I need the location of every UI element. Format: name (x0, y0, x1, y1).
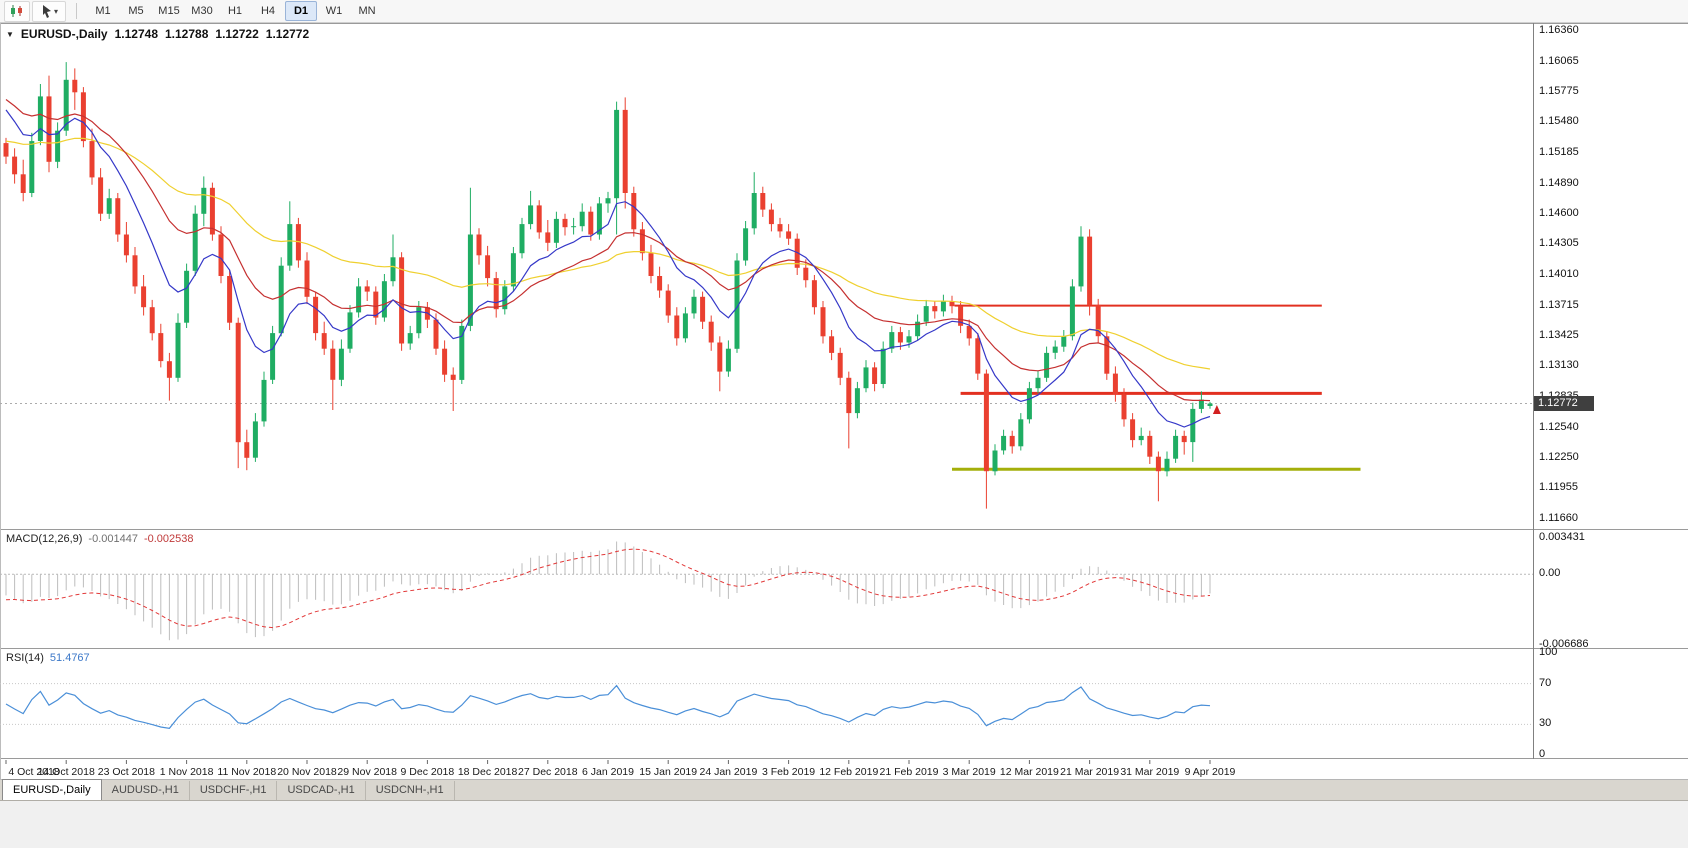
date-label: 23 Oct 2018 (98, 766, 155, 778)
top-toolbar: ▾ M1 M5 M15 M30 H1 H4 D1 W1 MN (0, 0, 1688, 23)
macd-header: MACD(12,26,9) -0.001447 -0.002538 (6, 533, 194, 545)
timeframe-button-m5[interactable]: M5 (128, 5, 144, 17)
timeframe-button-h4[interactable]: H4 (260, 5, 276, 17)
rsi-chart-surface[interactable] (0, 650, 1533, 758)
triangle-down-icon: ▼ (6, 29, 14, 39)
date-label: 3 Feb 2019 (762, 766, 815, 778)
chart-type-button[interactable] (4, 0, 30, 22)
price-axis-label: 1.16065 (1539, 55, 1579, 67)
timeframe-button-m30[interactable]: M30 (191, 5, 213, 17)
date-label: 21 Mar 2019 (1060, 766, 1119, 778)
date-label: 20 Nov 2018 (277, 766, 337, 778)
date-label: 15 Jan 2019 (639, 766, 697, 778)
macd-signal-value: -0.002538 (143, 533, 194, 545)
cursor-icon (42, 5, 51, 18)
timeframe-button-w1[interactable]: W1 (325, 5, 343, 17)
date-label: 3 Mar 2019 (943, 766, 996, 778)
macd-axis-label: -0.006686 (1539, 638, 1589, 650)
chart-symbol-label: EURUSD-,Daily (20, 27, 108, 41)
ohlc-low: 1.12722 (215, 27, 259, 41)
timeframe-button-group: M1 M5 M15 M30 H1 H4 D1 W1 MN (87, 1, 383, 21)
chart-tab-usdcnh-h1[interactable]: USDCNH-,H1 (366, 781, 455, 800)
candlestick-chart-icon (11, 5, 22, 17)
price-axis-label: 1.15480 (1539, 115, 1579, 127)
rsi-axis-label: 30 (1539, 717, 1552, 729)
macd-main-value: -0.001447 (88, 533, 138, 545)
macd-histogram (5, 541, 1211, 641)
candles (3, 62, 1213, 509)
toolbar-separator (76, 3, 77, 19)
chart-tab-bar: EURUSD-,Daily AUDUSD-,H1 USDCHF-,H1 USDCAD-… (0, 779, 1688, 801)
price-axis-label: 1.14010 (1539, 268, 1579, 280)
chart-left-border (0, 23, 1, 780)
price-axis-label: 1.14600 (1539, 207, 1579, 219)
price-axis-label: 1.13715 (1539, 299, 1579, 311)
price-axis-label: 1.13130 (1539, 359, 1579, 371)
price-axis-label: 1.16360 (1539, 24, 1579, 36)
date-label: 21 Feb 2019 (880, 766, 939, 778)
main-chart-surface[interactable] (0, 24, 1533, 529)
ma-fast-blue (5, 109, 1211, 428)
timeframe-button-m15[interactable]: M15 (158, 5, 180, 17)
chart-tab-usdcad-h1[interactable]: USDCAD-,H1 (277, 781, 366, 800)
date-label: 29 Nov 2018 (337, 766, 397, 778)
price-axis-label: 1.13425 (1539, 329, 1579, 341)
ma-slow-yellow (5, 137, 1211, 370)
rsi-line (5, 684, 1211, 729)
cursor-tool-button[interactable]: ▾ (32, 0, 66, 22)
date-label: 12 Feb 2019 (819, 766, 878, 778)
timeframe-button-h1[interactable]: H1 (227, 5, 243, 17)
date-label: 1 Nov 2018 (160, 766, 214, 778)
current-price-tag: 1.12772 (1534, 396, 1594, 411)
date-axis[interactable] (0, 759, 1688, 780)
timeframe-button-mn[interactable]: MN (358, 5, 376, 17)
ohlc-high: 1.12788 (165, 27, 209, 41)
date-label: 24 Jan 2019 (699, 766, 757, 778)
macd-chart-surface[interactable] (0, 531, 1533, 648)
chart-header: ▼ EURUSD-,Daily 1.12748 1.12788 1.12722 … (6, 27, 309, 41)
date-label: 9 Apr 2019 (1185, 766, 1236, 778)
date-label: 11 Nov 2018 (217, 766, 276, 778)
date-label: 27 Dec 2018 (518, 766, 578, 778)
date-label: 31 Mar 2019 (1120, 766, 1179, 778)
price-axis-label: 1.11660 (1539, 512, 1578, 524)
macd-axis-label: 0.00 (1539, 567, 1561, 579)
date-label: 4 Oct 2018 (8, 766, 60, 778)
price-axis-label: 1.15775 (1539, 85, 1579, 97)
rsi-title: RSI(14) (6, 652, 44, 664)
chart-tab-audusd-h1[interactable]: AUDUSD-,H1 (102, 781, 190, 800)
rsi-axis-label: 70 (1539, 677, 1552, 689)
date-label: 12 Mar 2019 (1000, 766, 1059, 778)
status-strip (0, 801, 1688, 848)
price-axis-label: 1.14305 (1539, 237, 1579, 249)
chart-tab-usdchf-h1[interactable]: USDCHF-,H1 (190, 781, 278, 800)
price-axis-label: 1.11955 (1539, 481, 1578, 493)
rsi-header: RSI(14) 51.4767 (6, 652, 90, 664)
timeframe-button-d1[interactable]: D1 (285, 1, 317, 21)
buy-arrow-marker (1212, 405, 1221, 415)
price-axis-column[interactable] (1533, 23, 1688, 759)
ohlc-close: 1.12772 (265, 27, 310, 41)
rsi-value: 51.4767 (49, 652, 90, 664)
dropdown-caret-icon: ▾ (53, 6, 58, 16)
macd-title: MACD(12,26,9) (6, 533, 83, 545)
price-axis-label: 1.14890 (1539, 177, 1579, 189)
ma-mid-red (5, 99, 1211, 402)
macd-axis-label: 0.003431 (1539, 531, 1585, 543)
price-axis-label: 1.12250 (1539, 451, 1579, 463)
chart-tab-eurusd-daily[interactable]: EURUSD-,Daily (2, 779, 102, 800)
ohlc-open: 1.12748 (114, 27, 158, 41)
date-label: 9 Dec 2018 (401, 766, 455, 778)
price-axis-label: 1.12540 (1539, 421, 1579, 433)
timeframe-button-m1[interactable]: M1 (95, 5, 111, 17)
date-label: 18 Dec 2018 (458, 766, 518, 778)
rsi-indicator-panel[interactable] (0, 649, 1688, 759)
price-axis-label: 1.15185 (1539, 146, 1579, 158)
date-label: 14 Oct 2018 (38, 766, 95, 778)
rsi-axis-label: 100 (1539, 646, 1558, 658)
date-label: 6 Jan 2019 (582, 766, 634, 778)
rsi-axis-label: 0 (1539, 748, 1546, 760)
